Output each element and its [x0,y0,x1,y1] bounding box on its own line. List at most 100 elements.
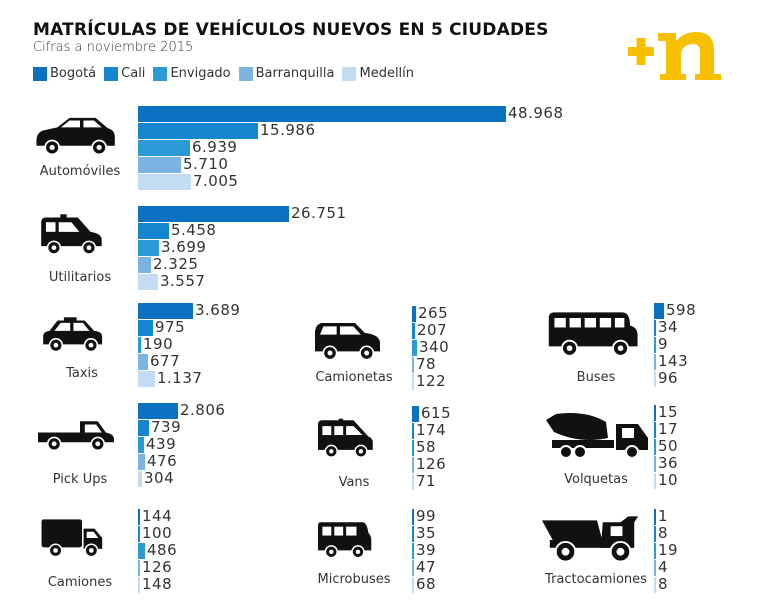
bar-row: 1 [654,508,668,525]
data-label: 6.939 [192,138,238,156]
legend-swatch [153,66,168,81]
bar-volquetas-2 [654,438,656,455]
bar-vans-3 [412,456,414,473]
minivan-icon [317,418,373,459]
data-label: 3.699 [161,238,207,256]
category-label: Taxis [66,366,98,381]
data-label: 26.751 [291,204,347,222]
chart-title: MATRÍCULAS DE VEHÍCULOS NUEVOS EN 5 CIUD… [33,20,549,40]
bar-buses-0 [654,302,664,319]
bar-buses-3 [654,353,656,370]
bar-automoviles-0 [138,105,506,122]
bar-camiones-3 [138,559,140,576]
bar-vans-0 [412,405,419,422]
bar-row: 99 [412,508,436,525]
category-label: Buses [576,370,616,385]
data-label: 96 [658,369,679,387]
category-label: Utilitarios [48,270,112,285]
bar-row: 174 [412,422,446,439]
bar-pick-ups-3 [138,453,145,470]
data-label: 122 [416,372,447,390]
bar-row: 148 [138,576,172,593]
bar-row: 486 [138,542,177,559]
bar-taxis-3 [138,353,148,370]
data-label: 8 [658,524,669,542]
category-label: Automóviles [39,164,121,179]
bar-row: 35 [412,525,436,542]
bar-row: 3.557 [138,273,205,290]
data-label: 486 [147,541,178,559]
bar-row: 39 [412,542,436,559]
bar-camiones-0 [138,508,140,525]
bar-row: 122 [412,373,446,390]
legend-item-envigado: Envigado [153,66,231,81]
bar-row: 100 [138,525,172,542]
category-label: Volquetas [564,472,628,487]
bar-automoviles-1 [138,122,258,139]
data-label: 207 [417,321,448,339]
legend-swatch [342,66,357,81]
bar-row: 5.710 [138,156,228,173]
legend-label: Medellín [359,66,415,81]
data-label: 126 [416,455,447,473]
pickup-icon [38,421,114,452]
legend-item-barranquilla: Barranquilla [238,66,334,81]
data-label: 99 [416,507,437,525]
bar-microbuses-4 [412,576,414,593]
data-label: 9 [658,335,669,353]
bar-row: 6.939 [138,139,237,156]
bar-row: 304 [138,470,174,487]
bar-camiones-1 [138,525,140,542]
bar-taxis-0 [138,302,193,319]
bar-utilitarios-4 [138,273,158,290]
data-label: 35 [416,524,437,542]
data-label: 144 [142,507,173,525]
bar-row: 71 [412,473,436,490]
bar-buses-1 [654,319,656,336]
legend-label: Cali [121,66,146,81]
bar-utilitarios-1 [138,222,169,239]
data-label: 48.968 [508,104,564,122]
bar-row: 78 [412,356,436,373]
bar-row: 615 [412,405,451,422]
bar-vans-4 [412,473,414,490]
data-label: 2.325 [153,255,199,273]
bar-row: 9 [654,336,668,353]
bar-camionetas-0 [412,305,416,322]
bus-icon [548,312,638,357]
legend-swatch [33,66,47,81]
data-label: 47 [416,558,437,576]
data-label: 17 [658,420,679,438]
data-label: 5.710 [183,155,229,173]
data-label: 10 [658,471,679,489]
bar-tractocamiones-0 [654,508,656,525]
data-label: 100 [142,524,173,542]
bar-pick-ups-1 [138,419,149,436]
taxi-icon [43,317,103,353]
bar-row: 47 [412,559,436,576]
bar-camiones-2 [138,542,145,559]
bar-taxis-1 [138,319,153,336]
bar-buses-4 [654,370,656,387]
data-label: 148 [142,575,173,593]
bar-vans-1 [412,422,414,439]
bar-row: 190 [138,336,173,353]
bar-taxis-4 [138,370,155,387]
bar-vans-2 [412,439,414,456]
bar-row: 50 [654,438,678,455]
bar-row: 48.968 [138,105,564,122]
data-label: 439 [146,435,177,453]
bar-row: 36 [654,455,678,472]
bar-row: 8 [654,525,668,542]
bar-row: 3.689 [138,302,240,319]
data-label: 50 [658,437,679,455]
bar-row: 265 [412,305,448,322]
bar-camiones-4 [138,576,140,593]
data-label: 677 [150,352,181,370]
bar-row: 7.005 [138,173,238,190]
bar-row: 340 [412,339,449,356]
bar-row: 17 [654,421,678,438]
data-label: 975 [155,318,186,336]
bar-utilitarios-3 [138,256,151,273]
